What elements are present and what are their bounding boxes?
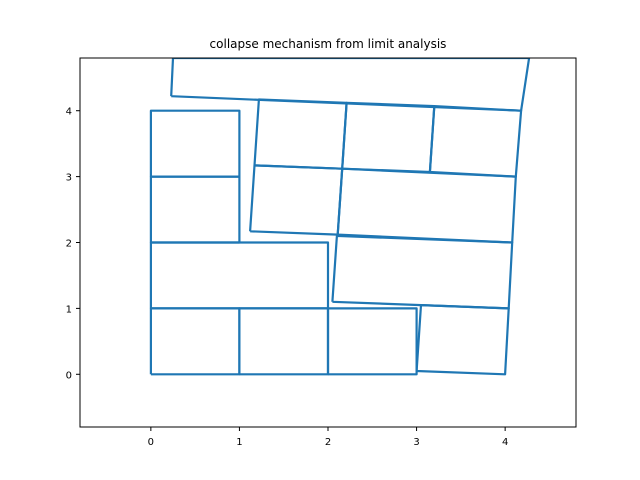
block-outline-14	[170, 58, 531, 112]
block-outline-4	[149, 241, 330, 310]
block-outline-3	[326, 307, 418, 376]
block-outline-6	[149, 109, 241, 178]
y-tick-label: 0	[66, 370, 72, 381]
ticks-layer: 0 1 2 3 4 0 1 2 3 4	[66, 107, 509, 448]
x-tick-label: 0	[148, 437, 154, 448]
y-tick-label: 2	[66, 239, 72, 250]
x-tick-label: 2	[325, 437, 331, 448]
x-tick-label: 3	[413, 437, 419, 448]
x-tick-label: 1	[236, 437, 242, 448]
y-tick-label: 3	[66, 173, 72, 184]
blocks-layer	[149, 58, 531, 376]
chart-title: collapse mechanism from limit analysis	[210, 37, 447, 51]
x-tick-label: 4	[502, 437, 508, 448]
y-tick-label: 1	[66, 304, 72, 315]
y-tick-label: 4	[66, 107, 72, 118]
